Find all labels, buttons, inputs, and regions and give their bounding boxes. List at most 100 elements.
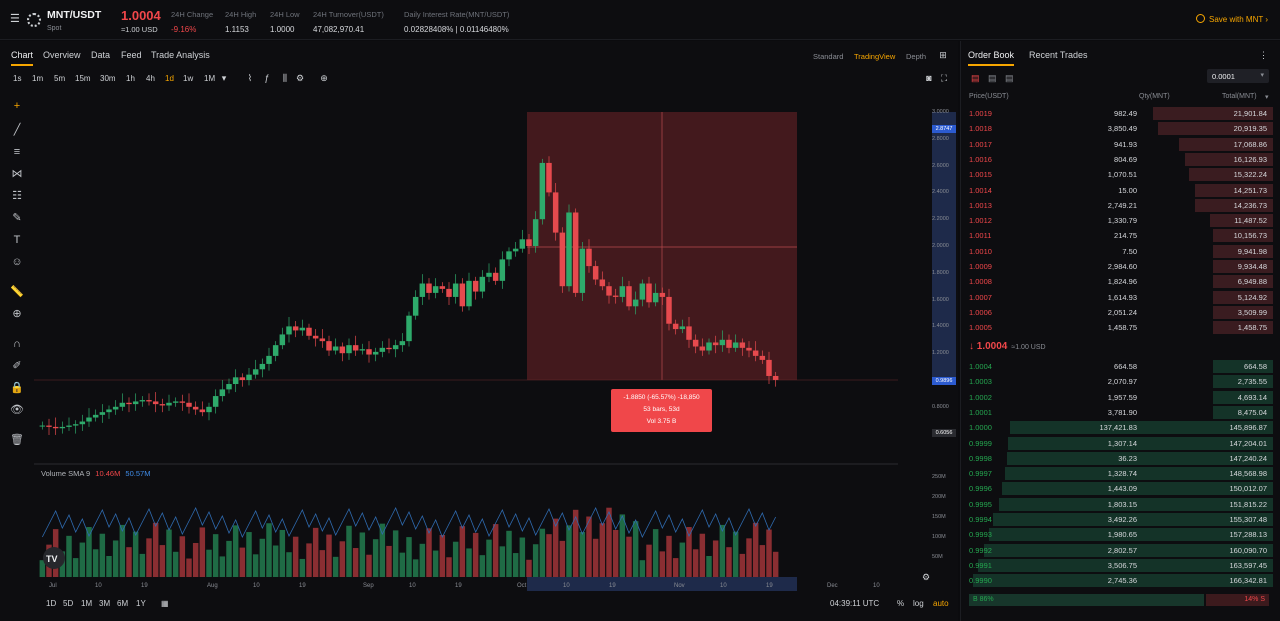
ask-row[interactable]: 1.0009 2,984.60 9,934.48 bbox=[965, 259, 1277, 274]
auto-toggle[interactable]: auto bbox=[933, 599, 949, 608]
interval-1d[interactable]: 1d bbox=[165, 74, 174, 83]
bid-row[interactable]: 1.0001 3,781.90 8,475.04 bbox=[965, 405, 1277, 420]
fx-icon[interactable]: ƒ bbox=[264, 73, 270, 83]
ask-row[interactable]: 1.0018 3,850.49 20,919.35 bbox=[965, 121, 1277, 136]
interval-1h[interactable]: 1h bbox=[126, 74, 135, 83]
ask-row[interactable]: 1.0014 15.00 14,251.73 bbox=[965, 183, 1277, 198]
lock-drawing-icon[interactable]: ✐ bbox=[12, 360, 22, 372]
precision-select[interactable]: 0.0001 ▾ bbox=[1207, 69, 1269, 83]
bid-row[interactable]: 0.9995 1,803.15 151,815.22 bbox=[965, 497, 1277, 512]
save-with-mnt-button[interactable]: Save with MNT › bbox=[1196, 14, 1268, 24]
both-view-icon[interactable]: ▤ bbox=[971, 73, 980, 83]
interval-4h[interactable]: 4h bbox=[146, 74, 155, 83]
tab-trade-analysis[interactable]: Trade Analysis bbox=[151, 50, 210, 60]
add-icon[interactable]: ⊕ bbox=[320, 73, 328, 83]
sort-icon[interactable]: ▾ bbox=[1265, 94, 1269, 101]
bid-row[interactable]: 0.9990 2,745.36 166,342.81 bbox=[965, 573, 1277, 588]
bid-row[interactable]: 0.9991 3,506.75 163,597.45 bbox=[965, 558, 1277, 573]
ask-row[interactable]: 1.0015 1,070.51 15,322.24 bbox=[965, 167, 1277, 182]
fullscreen-icon[interactable]: ⛶ bbox=[940, 73, 948, 83]
interval-15m[interactable]: 15m bbox=[75, 74, 91, 83]
percent-toggle[interactable]: % bbox=[897, 599, 905, 608]
tab-feed[interactable]: Feed bbox=[121, 50, 142, 60]
bid-row[interactable]: 0.9997 1,328.74 148,568.98 bbox=[965, 466, 1277, 481]
date-range-icon[interactable]: ▦ bbox=[161, 599, 169, 608]
bid-row[interactable]: 0.9994 3,492.26 155,307.48 bbox=[965, 512, 1277, 527]
trash-icon[interactable]: 🗑 bbox=[10, 434, 24, 446]
pattern-icon[interactable]: ⋈ bbox=[11, 168, 23, 180]
layout-grid-icon[interactable]: ⊞ bbox=[939, 50, 947, 60]
interval-1s[interactable]: 1s bbox=[13, 74, 22, 83]
bid-row[interactable]: 1.0000 137,421.83 145,896.87 bbox=[965, 420, 1277, 435]
ask-row[interactable]: 1.0013 2,749.21 14,236.73 bbox=[965, 198, 1277, 213]
ask-row[interactable]: 1.0008 1,824.96 6,949.88 bbox=[965, 274, 1277, 289]
chart-svg[interactable]: Jul 10 19 Aug 10 19 Sep 10 19 Oct 10 19 Nov 10 19 Dec 10… bbox=[34, 92, 898, 597]
tab-order-book[interactable]: Order Book bbox=[968, 50, 1015, 60]
interval-1M[interactable]: 1M bbox=[204, 74, 216, 83]
fib-icon[interactable]: ☷ bbox=[12, 190, 22, 202]
settings-icon[interactable]: ⚙ bbox=[295, 73, 305, 83]
ask-row[interactable]: 1.0017 941.93 17,068.86 bbox=[965, 137, 1277, 152]
range-6m[interactable]: 6M bbox=[117, 599, 129, 608]
menu-icon[interactable]: ☰ bbox=[10, 13, 20, 25]
tab-chart[interactable]: Chart bbox=[11, 50, 34, 66]
chart-tabs: Chart Overview Data Feed Trade Analysis … bbox=[0, 41, 958, 69]
ask-row[interactable]: 1.0005 1,458.75 1,458.75 bbox=[965, 320, 1277, 335]
more-icon[interactable]: ⋮ bbox=[1259, 50, 1268, 60]
ask-row[interactable]: 1.0012 1,330.79 11,487.52 bbox=[965, 213, 1277, 228]
bid-row[interactable]: 0.9993 1,980.65 157,288.13 bbox=[965, 527, 1277, 542]
candle-type-icon[interactable]: ⫼ bbox=[282, 73, 288, 83]
ask-row[interactable]: 1.0016 804.69 16,126.93 bbox=[965, 152, 1277, 167]
brush-icon[interactable]: ✎ bbox=[12, 212, 22, 224]
indicator-icon[interactable]: ⌇ bbox=[247, 73, 253, 83]
ask-row[interactable]: 1.0019 982.49 21,901.84 bbox=[965, 106, 1277, 121]
ask-row[interactable]: 1.0011 214.75 10,156.73 bbox=[965, 228, 1277, 243]
bid-row[interactable]: 0.9998 36.23 147,240.24 bbox=[965, 451, 1277, 466]
bid-row[interactable]: 0.9999 1,307.14 147,204.01 bbox=[965, 436, 1277, 451]
bid-row[interactable]: 1.0003 2,070.97 2,735.55 bbox=[965, 374, 1277, 389]
interval-30m[interactable]: 30m bbox=[100, 74, 116, 83]
interval-5m[interactable]: 5m bbox=[54, 74, 66, 83]
volume-bar bbox=[632, 521, 639, 577]
trendline-icon[interactable]: ╱ bbox=[13, 124, 21, 136]
view-tradingview[interactable]: TradingView bbox=[854, 52, 896, 61]
magnet-icon[interactable]: ∩ bbox=[13, 338, 21, 350]
emoji-icon[interactable]: ☺ bbox=[11, 256, 23, 268]
range-1y[interactable]: 1Y bbox=[136, 599, 146, 608]
text-icon[interactable]: T bbox=[13, 234, 21, 246]
interval-1m[interactable]: 1m bbox=[32, 74, 44, 83]
range-5d[interactable]: 5D bbox=[63, 599, 74, 608]
ruler-icon[interactable]: 📏 bbox=[10, 286, 24, 298]
symbol[interactable]: MNT/USDT bbox=[47, 9, 102, 21]
lock-icon[interactable]: 🔒 bbox=[10, 382, 24, 394]
price-chart[interactable]: Jul 10 19 Aug 10 19 Sep 10 19 Oct 10 19 Nov 10 19 Dec 10… bbox=[34, 92, 959, 597]
bid-row[interactable]: 1.0002 1,957.59 4,693.14 bbox=[965, 390, 1277, 405]
tab-overview[interactable]: Overview bbox=[43, 50, 81, 60]
settings-circle-icon[interactable]: ⚙ bbox=[922, 572, 931, 582]
view-depth[interactable]: Depth bbox=[906, 52, 927, 61]
range-3m[interactable]: 3M bbox=[99, 599, 111, 608]
asks-view-icon[interactable]: ▤ bbox=[1005, 73, 1014, 83]
tab-recent-trades[interactable]: Recent Trades bbox=[1029, 50, 1088, 60]
crosshair-icon[interactable]: + bbox=[13, 100, 21, 112]
range-1m[interactable]: 1M bbox=[81, 599, 93, 608]
camera-icon[interactable]: ◙ bbox=[926, 73, 932, 83]
caret-down-icon[interactable]: ▾ bbox=[221, 73, 227, 83]
log-toggle[interactable]: log bbox=[913, 599, 924, 608]
bid-row[interactable]: 0.9992 2,802.57 160,090.70 bbox=[965, 543, 1277, 558]
view-standard[interactable]: Standard bbox=[813, 52, 844, 61]
horizontal-lines-icon[interactable]: ≡ bbox=[13, 146, 21, 158]
ask-row[interactable]: 1.0006 2,051.24 3,509.99 bbox=[965, 305, 1277, 320]
zoom-icon[interactable]: ⊕ bbox=[12, 308, 22, 320]
bids-view-icon[interactable]: ▤ bbox=[988, 73, 997, 83]
bid-row[interactable]: 0.9996 1,443.09 150,012.07 bbox=[965, 481, 1277, 496]
range-1d[interactable]: 1D bbox=[46, 599, 57, 608]
eye-icon[interactable]: 👁 bbox=[10, 404, 24, 416]
volume-bar bbox=[326, 534, 332, 577]
col-total[interactable]: Total(MNT) bbox=[1222, 93, 1257, 100]
interval-1w[interactable]: 1w bbox=[183, 74, 194, 83]
bid-row[interactable]: 1.0004 664.58 664.58 bbox=[965, 359, 1277, 374]
tab-data[interactable]: Data bbox=[91, 50, 111, 60]
ask-row[interactable]: 1.0010 7.50 9,941.98 bbox=[965, 244, 1277, 259]
ask-row[interactable]: 1.0007 1,614.93 5,124.92 bbox=[965, 290, 1277, 305]
